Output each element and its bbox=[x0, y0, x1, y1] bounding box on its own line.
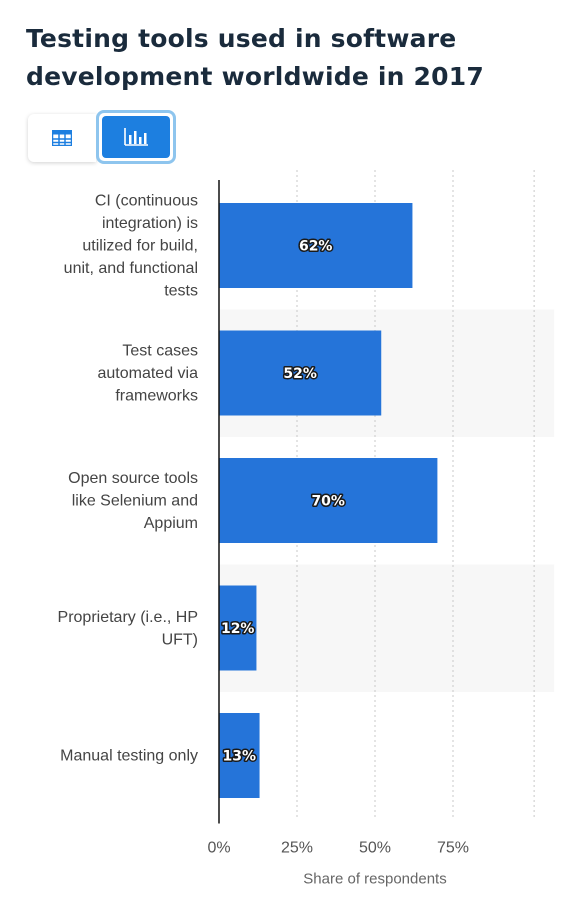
bar[interactable] bbox=[219, 713, 260, 798]
category-label: Open source tools like Selenium and Appium bbox=[68, 470, 198, 532]
bar[interactable] bbox=[219, 585, 257, 671]
table-grid-icon bbox=[52, 130, 72, 146]
table-view-button[interactable] bbox=[28, 114, 96, 162]
x-tick-label: 0% bbox=[207, 840, 230, 857]
category-label: CI (continuous integration) is utilized fo… bbox=[64, 193, 198, 300]
bar-chart-icon bbox=[124, 128, 148, 146]
data-label: 12% bbox=[221, 621, 255, 637]
data-label: 70% bbox=[311, 494, 345, 510]
chart-view-button-fill bbox=[102, 116, 170, 158]
bar-chart: CI (continuous integration) is utilized fo… bbox=[58, 170, 555, 888]
bar[interactable] bbox=[219, 203, 413, 288]
bar[interactable] bbox=[219, 458, 438, 543]
chart-title: Testing tools used in software developme… bbox=[26, 24, 484, 91]
x-tick-label: 75% bbox=[437, 840, 469, 857]
x-axis-title: Share of respondents bbox=[303, 871, 446, 888]
row-band bbox=[219, 564, 555, 692]
data-label: 13% bbox=[223, 749, 257, 765]
category-label: Proprietary (i.e., HP UFT) bbox=[58, 609, 198, 649]
category-label: Test cases automated via frameworks bbox=[97, 343, 198, 405]
x-tick-label: 25% bbox=[281, 840, 313, 857]
chart-view-button[interactable] bbox=[96, 110, 176, 164]
category-label: Manual testing only bbox=[60, 748, 198, 765]
x-tick-label: 50% bbox=[359, 840, 391, 857]
bar[interactable] bbox=[219, 330, 382, 416]
data-label: 62% bbox=[299, 239, 333, 255]
view-toggle bbox=[26, 110, 180, 166]
data-label: 52% bbox=[283, 366, 317, 382]
